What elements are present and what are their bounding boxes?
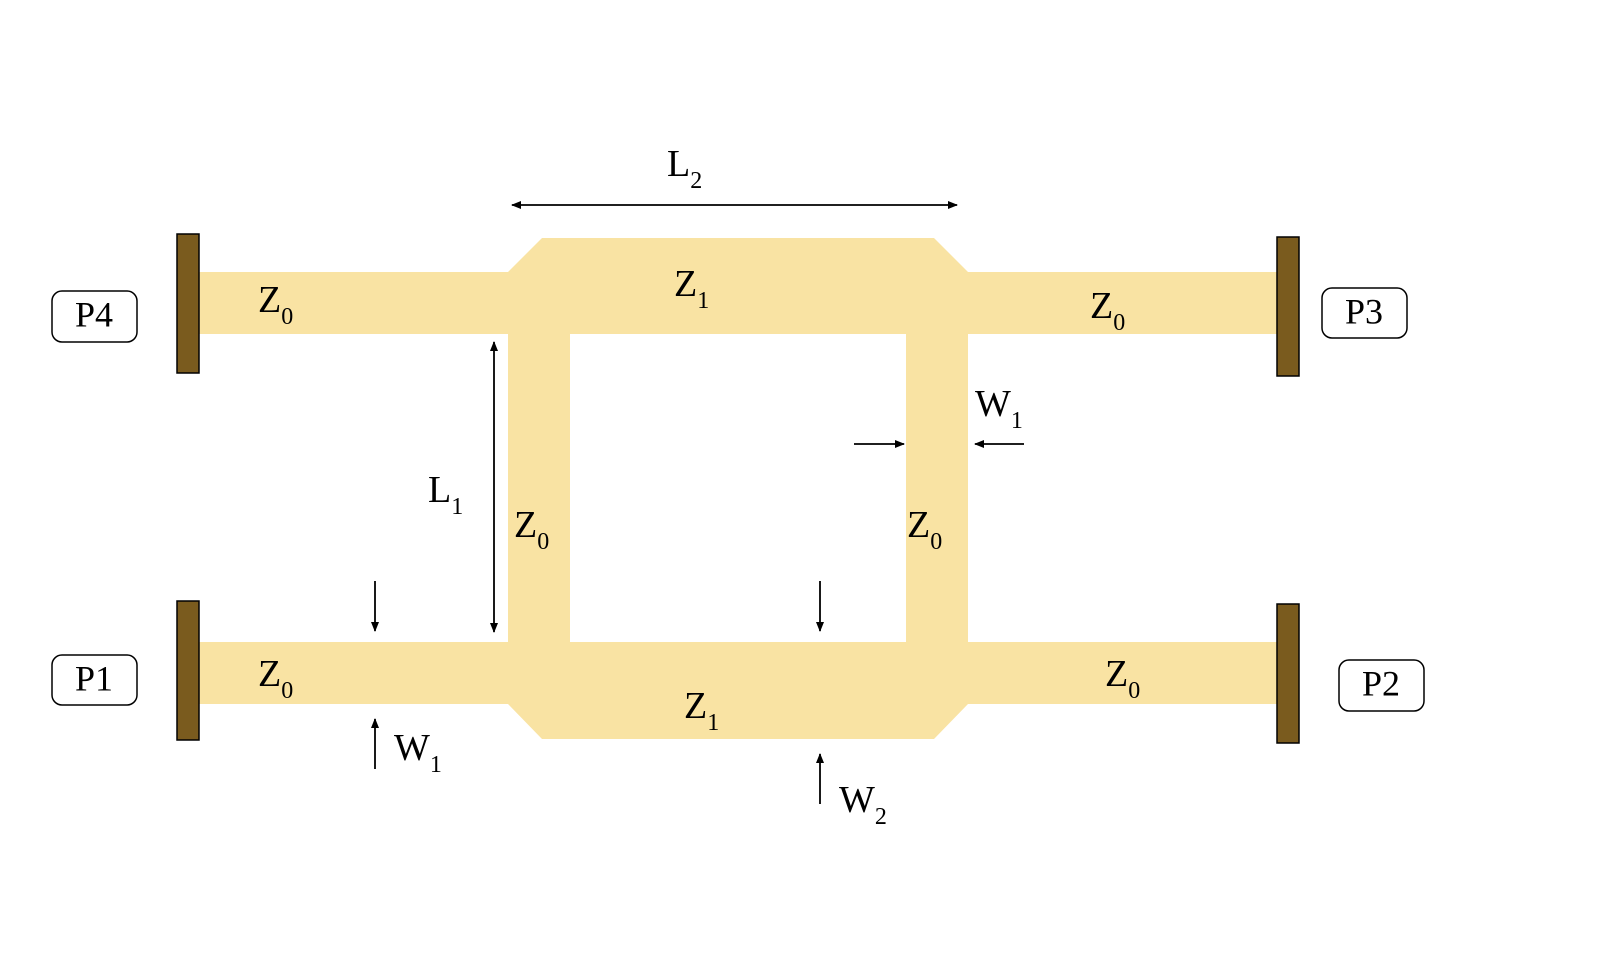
dimension-labels: L2 L1 W1 W1 W2 [394, 143, 1023, 830]
port1-text: P1 [75, 658, 113, 698]
impedance-labels: Z0 Z1 Z0 Z0 Z0 Z0 Z1 Z0 [258, 263, 1140, 736]
z0-label-bottom-right: Z0 [1105, 653, 1140, 704]
l2-label: L2 [667, 143, 702, 194]
port2-label: P2 [1338, 659, 1425, 712]
left-branch-z0 [508, 330, 570, 646]
z0-label-top-left: Z0 [258, 279, 293, 330]
port3-text: P3 [1345, 291, 1383, 331]
w1-label-bottom: W1 [394, 727, 442, 778]
port4-text: P4 [75, 294, 113, 334]
bottom-right-feed-line [966, 642, 1278, 704]
right-branch-z0 [906, 330, 968, 646]
w2-label: W2 [839, 779, 887, 830]
port1-connector [176, 600, 200, 741]
port-labels: P4 P1 P3 P2 [51, 287, 1425, 712]
z0-label-left-branch: Z0 [514, 504, 549, 555]
port-connectors [176, 233, 1300, 744]
z1-label-bottom: Z1 [684, 685, 719, 736]
z0-label-right-branch: Z0 [907, 504, 942, 555]
z0-label-top-right: Z0 [1090, 285, 1125, 336]
port4-label: P4 [51, 290, 138, 343]
top-right-feed-line [966, 272, 1278, 334]
microstrip-traces [199, 238, 1278, 739]
port3-label: P3 [1321, 287, 1408, 339]
bottom-branch-z1 [508, 642, 968, 739]
top-left-feed-line [199, 272, 511, 334]
l1-label: L1 [428, 469, 463, 520]
z1-label-top: Z1 [674, 263, 709, 314]
port4-connector [176, 233, 200, 374]
port2-connector [1276, 603, 1300, 744]
port2-text: P2 [1362, 663, 1400, 703]
top-branch-z1 [508, 238, 968, 334]
z0-label-bottom-left: Z0 [258, 653, 293, 704]
port3-connector [1276, 236, 1300, 377]
w1-label-right: W1 [975, 383, 1023, 434]
bottom-left-feed-line [199, 642, 511, 704]
port1-label: P1 [51, 654, 138, 706]
dimension-arrows [371, 201, 1024, 804]
